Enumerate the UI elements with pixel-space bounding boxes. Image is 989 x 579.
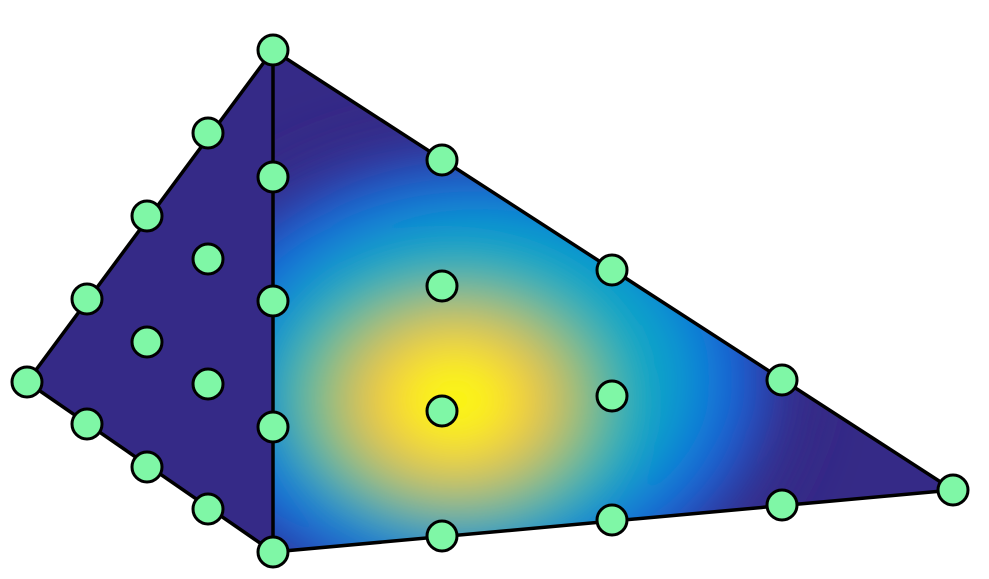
- node: [595, 379, 629, 413]
- node: [765, 488, 799, 522]
- node: [425, 519, 459, 553]
- left-face: [27, 50, 273, 552]
- node: [425, 394, 459, 428]
- node: [191, 116, 225, 150]
- node: [191, 242, 225, 276]
- node: [10, 365, 44, 399]
- node: [595, 253, 629, 287]
- nodes: [10, 33, 970, 569]
- node: [256, 410, 290, 444]
- node: [191, 492, 225, 526]
- node: [130, 450, 164, 484]
- node: [130, 325, 164, 359]
- node: [256, 284, 290, 318]
- node: [191, 367, 225, 401]
- node: [256, 33, 290, 67]
- node: [130, 199, 164, 233]
- node: [256, 160, 290, 194]
- node: [425, 143, 459, 177]
- node: [70, 282, 104, 316]
- node: [595, 503, 629, 537]
- node: [70, 407, 104, 441]
- node: [425, 269, 459, 303]
- heat-layer: [400, 355, 510, 445]
- node: [936, 473, 970, 507]
- front-face: [273, 50, 953, 552]
- node: [765, 363, 799, 397]
- node: [256, 535, 290, 569]
